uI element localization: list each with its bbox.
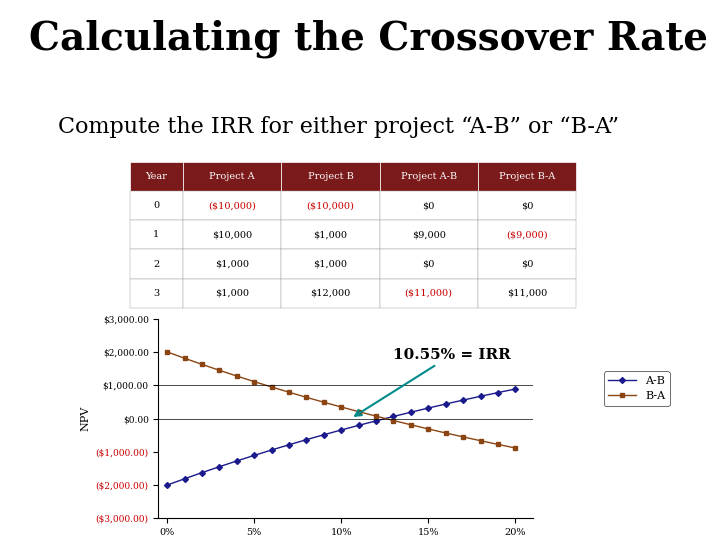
B-A — [284, 389, 293, 395]
A-B — [494, 389, 503, 396]
FancyBboxPatch shape — [183, 220, 282, 249]
A-B — [215, 463, 224, 470]
FancyBboxPatch shape — [130, 191, 183, 220]
B-A — [197, 361, 206, 368]
Text: 2: 2 — [153, 260, 160, 268]
Text: Year: Year — [145, 172, 167, 181]
A-B — [407, 409, 415, 415]
B-A — [424, 426, 433, 432]
B-A — [407, 422, 415, 428]
Text: 0: 0 — [153, 201, 159, 210]
FancyBboxPatch shape — [130, 220, 183, 249]
B-A — [267, 384, 276, 390]
Text: 10.55% = IRR: 10.55% = IRR — [355, 348, 511, 416]
B-A — [163, 349, 171, 355]
B-A — [233, 373, 241, 379]
A-B — [511, 386, 520, 392]
A-B — [372, 417, 380, 424]
FancyBboxPatch shape — [478, 191, 576, 220]
B-A — [511, 445, 520, 451]
B-A — [180, 355, 189, 361]
Text: $11,000: $11,000 — [507, 289, 547, 298]
Text: $12,000: $12,000 — [310, 289, 351, 298]
B-A — [320, 399, 328, 406]
FancyBboxPatch shape — [478, 279, 576, 308]
Text: $0: $0 — [521, 260, 533, 268]
A-B — [390, 413, 398, 420]
Text: Calculating the Crossover Rate: Calculating the Crossover Rate — [29, 19, 708, 58]
Text: $9,000: $9,000 — [412, 231, 446, 239]
Text: Compute the IRR for either project “A-B” or “B-A”: Compute the IRR for either project “A-B”… — [58, 116, 618, 138]
Text: ($11,000): ($11,000) — [405, 289, 453, 298]
B-A — [302, 394, 311, 401]
B-A — [215, 367, 224, 374]
A-B — [250, 452, 258, 458]
B-A — [459, 434, 467, 440]
Text: $0: $0 — [423, 201, 435, 210]
B-A — [354, 408, 363, 415]
FancyBboxPatch shape — [183, 162, 282, 191]
FancyBboxPatch shape — [379, 220, 478, 249]
FancyBboxPatch shape — [183, 249, 282, 279]
Y-axis label: NPV: NPV — [80, 406, 90, 431]
FancyBboxPatch shape — [183, 279, 282, 308]
A-B — [476, 393, 485, 400]
B-A — [372, 413, 380, 420]
Legend: A-B, B-A: A-B, B-A — [604, 372, 670, 406]
Text: $0: $0 — [521, 201, 533, 210]
FancyBboxPatch shape — [478, 162, 576, 191]
A-B — [233, 458, 241, 464]
A-B — [424, 405, 433, 411]
FancyBboxPatch shape — [282, 279, 379, 308]
B-A — [337, 404, 346, 410]
FancyBboxPatch shape — [282, 220, 379, 249]
FancyBboxPatch shape — [183, 191, 282, 220]
Text: $1,000: $1,000 — [215, 289, 249, 298]
Text: ($10,000): ($10,000) — [307, 201, 354, 210]
A-B — [302, 436, 311, 443]
A-B — [354, 422, 363, 429]
FancyBboxPatch shape — [379, 162, 478, 191]
FancyBboxPatch shape — [282, 162, 379, 191]
A-B — [459, 397, 467, 403]
A-B — [320, 431, 328, 438]
A-B — [267, 447, 276, 453]
Text: Project B-A: Project B-A — [499, 172, 555, 181]
A-B — [284, 442, 293, 448]
FancyBboxPatch shape — [130, 249, 183, 279]
Text: $1,000: $1,000 — [313, 231, 348, 239]
B-A — [441, 430, 450, 436]
Text: 1: 1 — [153, 231, 160, 239]
B-A — [390, 417, 398, 424]
FancyBboxPatch shape — [379, 191, 478, 220]
Text: Project B: Project B — [307, 172, 354, 181]
FancyBboxPatch shape — [379, 279, 478, 308]
Text: $1,000: $1,000 — [215, 260, 249, 268]
Line: B-A: B-A — [165, 350, 518, 450]
FancyBboxPatch shape — [282, 249, 379, 279]
FancyBboxPatch shape — [130, 162, 183, 191]
B-A — [494, 441, 503, 448]
Text: 3: 3 — [153, 289, 160, 298]
Text: Project A: Project A — [210, 172, 255, 181]
A-B — [197, 469, 206, 476]
FancyBboxPatch shape — [478, 220, 576, 249]
FancyBboxPatch shape — [379, 249, 478, 279]
B-A — [476, 437, 485, 444]
Text: ($9,000): ($9,000) — [506, 231, 548, 239]
A-B — [180, 476, 189, 482]
A-B — [163, 482, 171, 488]
Line: A-B: A-B — [165, 387, 518, 487]
Text: ($10,000): ($10,000) — [208, 201, 256, 210]
Text: Project A-B: Project A-B — [400, 172, 456, 181]
Text: $0: $0 — [423, 260, 435, 268]
FancyBboxPatch shape — [282, 191, 379, 220]
FancyBboxPatch shape — [130, 279, 183, 308]
Text: $10,000: $10,000 — [212, 231, 252, 239]
A-B — [337, 427, 346, 433]
A-B — [441, 401, 450, 407]
B-A — [250, 379, 258, 385]
FancyBboxPatch shape — [478, 249, 576, 279]
Text: $1,000: $1,000 — [313, 260, 348, 268]
